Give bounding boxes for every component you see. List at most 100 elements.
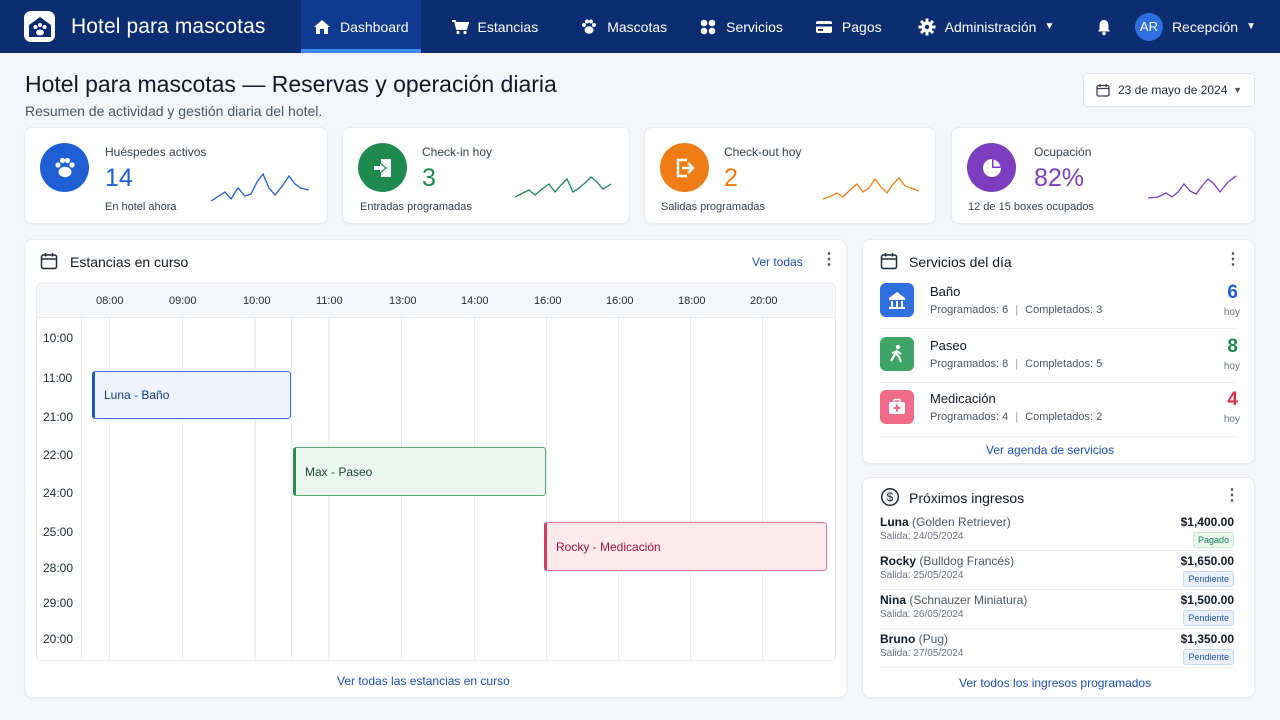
grid-line [291, 318, 292, 660]
dollar-icon: $ [880, 487, 900, 507]
status-badge: Pagado [1192, 532, 1234, 548]
page-title: Hotel para mascotas — Reservas y operaci… [25, 71, 557, 97]
service-name: Medicación [930, 391, 996, 406]
nav-servicios[interactable]: Servicios [689, 0, 793, 53]
stat-value: 3 [422, 164, 436, 192]
view-service-agenda-link[interactable]: Ver agenda de servicios [986, 443, 1115, 457]
incoming-row[interactable]: Bruno (Pug) Salida: 27/05/2024 $1,350.00… [880, 632, 1234, 671]
stat-card-occupancy: Ocupación 82% 12 de 15 boxes ocupados [951, 127, 1255, 224]
cart-icon [451, 19, 469, 34]
paw-icon [40, 143, 89, 192]
stay-event-label: Rocky - Medicación [556, 539, 661, 554]
chevron-down-icon[interactable]: ▼ [1246, 21, 1256, 32]
time-row-label: 10:00 [43, 331, 74, 345]
view-all-ongoing-stays-link[interactable]: Ver todas las estancias en curso [337, 674, 510, 688]
nav-servicios-label: Servicios [726, 18, 783, 35]
service-row-walk[interactable]: Paseo Programados: 8 | Completados: 5 8 ho… [880, 336, 1240, 390]
incoming-row[interactable]: Rocky (Bulldog Francés) Salida: 25/05/20… [880, 554, 1234, 593]
divider [880, 436, 1238, 437]
stat-label: Huéspedes activos [105, 145, 207, 159]
time-column-label: 10:00 [243, 295, 271, 307]
grid-line [81, 318, 82, 660]
service-today-label: hoy [1223, 307, 1240, 318]
service-row-medication[interactable]: Medicación Programados: 4 | Completados: 2… [880, 389, 1240, 443]
incoming-date: Salida: 24/05/2024 [880, 531, 964, 542]
incoming-pet: Bruno (Pug) [880, 632, 949, 646]
service-count: 8 [1227, 336, 1238, 357]
nav-estancias[interactable]: Estancias [441, 0, 549, 53]
user-name[interactable]: Recepción [1171, 18, 1239, 35]
service-meta: Programados: 8 | Completados: 5 [930, 358, 1103, 370]
stat-label: Check-in hoy [422, 145, 493, 159]
stat-value: 2 [724, 164, 738, 192]
grid-line [546, 318, 547, 660]
stat-sub: Salidas programadas [661, 201, 765, 213]
stay-event[interactable]: Luna - Baño [92, 371, 291, 419]
nav-pagos-label: Pagos [841, 18, 882, 35]
date-picker[interactable]: 23 de mayo de 2024 ▼ [1083, 73, 1255, 107]
sparkline [1148, 175, 1237, 199]
top-navigation-bar: Hotel para mascotas Dashboard Estancias … [0, 0, 1280, 53]
service-name: Paseo [930, 338, 967, 353]
divider [880, 328, 1238, 329]
time-column-label: 11:00 [316, 295, 343, 307]
grid-line [690, 318, 691, 660]
grid-line [762, 318, 763, 660]
time-column-label: 16:00 [606, 295, 634, 307]
stay-event-label: Luna - Baño [104, 388, 170, 402]
view-all-stays-link[interactable]: Ver todas [752, 255, 803, 269]
incoming-amount: $1,500.00 [1180, 593, 1234, 607]
nav-pagos[interactable]: Pagos [805, 0, 892, 53]
status-badge: Pendiente [1183, 571, 1234, 587]
divider [880, 382, 1238, 383]
walk-icon [880, 337, 914, 371]
incoming-panel: $ Próximos ingresos ⋮ Luna (Golden Retri… [862, 477, 1255, 698]
sparkline [515, 176, 612, 198]
stay-event[interactable]: Max - Paseo [293, 447, 546, 496]
bath-icon [880, 283, 914, 317]
divider [880, 589, 1234, 590]
stat-label: Check-out hoy [724, 145, 802, 159]
stat-value: 14 [105, 164, 133, 192]
brand[interactable]: Hotel para mascotas [24, 11, 301, 42]
time-column-label: 20:00 [750, 295, 778, 307]
stat-card-checkin: Check-in hoy 3 Entradas programadas [342, 127, 630, 224]
nav-administracion[interactable]: Administración ▼ [908, 0, 1065, 53]
more-options-icon[interactable]: ⋮ [1224, 487, 1240, 504]
time-column-label: 09:00 [169, 295, 197, 307]
chevron-down-icon: ▼ [1044, 21, 1055, 32]
bell-icon[interactable] [1095, 18, 1113, 36]
nav-dashboard-label: Dashboard [340, 18, 409, 35]
incoming-amount: $1,650.00 [1180, 554, 1234, 568]
grid-line [255, 318, 256, 660]
view-all-incoming-link[interactable]: Ver todos los ingresos programados [959, 676, 1152, 690]
sparkline [823, 177, 920, 200]
page-subtitle: Resumen de actividad y gestión diaria de… [25, 103, 323, 119]
login-icon [358, 143, 407, 192]
service-row-bath[interactable]: Baño Programados: 6 | Completados: 3 6 hoy [880, 282, 1240, 336]
calendar-icon [1096, 84, 1110, 97]
stat-sub: En hotel ahora [105, 201, 177, 213]
paw-icon [582, 19, 597, 34]
time-column-label: 08:00 [96, 295, 124, 307]
stays-panel: Estancias en curso Ver todas ⋮ 08:00 09:… [24, 239, 847, 698]
more-options-icon[interactable]: ⋮ [821, 251, 837, 268]
avatar[interactable]: AR [1134, 12, 1163, 41]
stays-calendar: 08:00 09:00 10:00 11:00 13:00 14:00 16:0… [36, 283, 836, 661]
stay-event[interactable]: Rocky - Medicación [544, 522, 827, 571]
incoming-amount: $1,350.00 [1180, 632, 1234, 646]
chevron-down-icon: ▼ [1233, 85, 1242, 95]
nav-estancias-label: Estancias [477, 18, 539, 35]
logout-icon [660, 143, 709, 192]
more-options-icon[interactable]: ⋮ [1225, 251, 1241, 268]
incoming-row[interactable]: Luna (Golden Retriever) Salida: 24/05/20… [880, 515, 1234, 554]
nav-dashboard[interactable]: Dashboard [301, 0, 421, 53]
svg-text:$: $ [887, 490, 894, 504]
calendar-icon [880, 253, 898, 270]
incoming-row[interactable]: Nina (Schnauzer Miniatura) Salida: 26/05… [880, 593, 1234, 632]
time-column-label: 13:00 [389, 295, 417, 307]
status-badge: Pendiente [1183, 610, 1234, 626]
incoming-pet: Rocky (Bulldog Francés) [880, 554, 1015, 568]
nav-mascotas[interactable]: Mascotas [570, 0, 677, 53]
calendar-header [37, 284, 835, 318]
